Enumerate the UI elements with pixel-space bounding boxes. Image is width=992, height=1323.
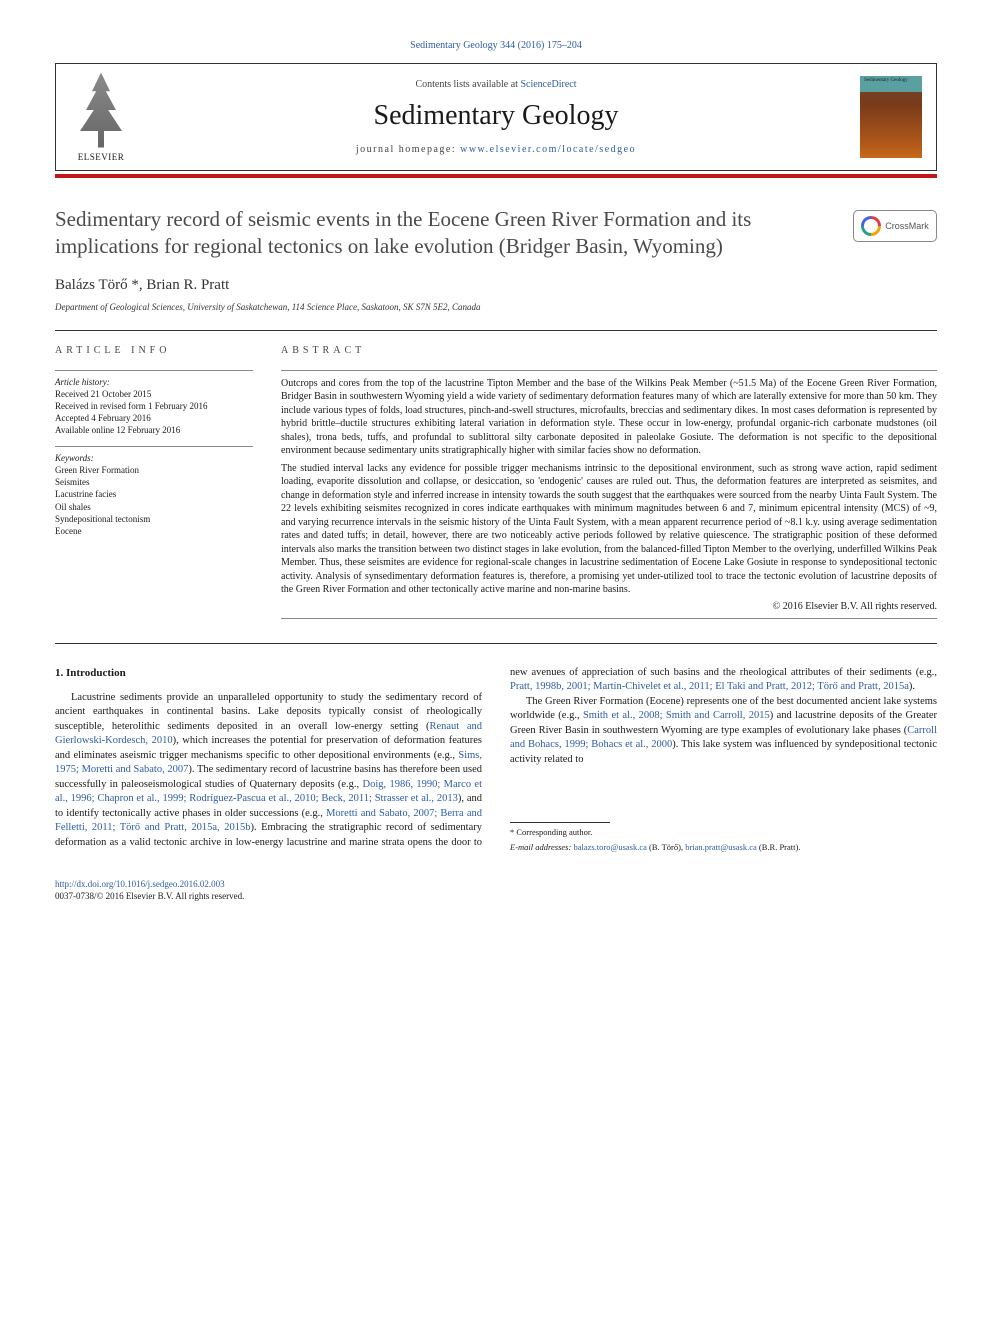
- email-line: E-mail addresses: balazs.toro@usask.ca (…: [510, 842, 937, 853]
- email-label: E-mail addresses:: [510, 842, 573, 852]
- issn-line: 0037-0738/© 2016 Elsevier B.V. All right…: [55, 891, 244, 901]
- info-subrule-1: [55, 370, 253, 371]
- history-item: Available online 12 February 2016: [55, 424, 253, 436]
- t: (B. Törő),: [647, 842, 685, 852]
- citation-link[interactable]: Smith et al., 2008; Smith and Carroll, 2…: [583, 710, 770, 721]
- history-item: Received in revised form 1 February 2016: [55, 400, 253, 412]
- copyright: © 2016 Elsevier B.V. All rights reserved…: [281, 601, 937, 612]
- t: Lacustrine sediments provide an unparall…: [55, 692, 482, 732]
- keyword: Eocene: [55, 525, 253, 537]
- journal-name: Sedimentary Geology: [374, 100, 619, 132]
- corresponding-note: * Corresponding author.: [510, 827, 937, 838]
- journal-header: ELSEVIER Contents lists available at Sci…: [55, 63, 937, 171]
- abstract: ABSTRACT Outcrops and cores from the top…: [281, 345, 937, 625]
- section-heading: 1. Introduction: [55, 666, 482, 681]
- author-names: Balázs Törő *, Brian R. Pratt: [55, 277, 229, 293]
- elsevier-tree-icon: [71, 73, 131, 148]
- elsevier-label: ELSEVIER: [71, 152, 131, 162]
- footnote-rule: [510, 822, 610, 823]
- article-info: ARTICLE INFO Article history: Received 2…: [55, 345, 253, 625]
- affiliation: Department of Geological Sciences, Unive…: [55, 302, 937, 312]
- cover-thumb-cell: Sedimentary Geology: [846, 64, 936, 170]
- homepage-line: journal homepage: www.elsevier.com/locat…: [356, 144, 636, 155]
- contents-line: Contents lists available at ScienceDirec…: [415, 79, 576, 90]
- history-item: Accepted 4 February 2016: [55, 412, 253, 424]
- abs-para-1: Outcrops and cores from the top of the l…: [281, 377, 937, 458]
- crossmark-label: CrossMark: [885, 221, 929, 231]
- keywords-label: Keywords:: [55, 453, 253, 463]
- abstract-subrule: [281, 370, 937, 371]
- abstract-bottom-rule: [281, 618, 937, 619]
- keyword: Seismites: [55, 476, 253, 488]
- header-center: Contents lists available at ScienceDirec…: [146, 64, 846, 170]
- article-title: Sedimentary record of seismic events in …: [55, 206, 825, 261]
- homepage-prefix: journal homepage:: [356, 144, 460, 155]
- publisher-logo-cell: ELSEVIER: [56, 64, 146, 170]
- divider-bottom: [55, 643, 937, 644]
- citation-link[interactable]: Pratt, 1998b, 2001; Martín-Chivelet et a…: [510, 681, 909, 692]
- doi-link[interactable]: http://dx.doi.org/10.1016/j.sedgeo.2016.…: [55, 879, 225, 889]
- email-link[interactable]: balazs.toro@usask.ca: [573, 842, 646, 852]
- crossmark-icon: [861, 216, 881, 236]
- contents-prefix: Contents lists available at: [415, 79, 520, 90]
- history-label: Article history:: [55, 377, 253, 387]
- t: (B.R. Pratt).: [757, 842, 801, 852]
- info-label: ARTICLE INFO: [55, 345, 253, 356]
- citation-header: Sedimentary Geology 344 (2016) 175–204: [55, 40, 937, 51]
- cover-thumb-label: Sedimentary Geology: [864, 78, 908, 83]
- history-item: Received 21 October 2015: [55, 388, 253, 400]
- citation-link[interactable]: Chapron et al., 1999; Rodríguez-Pascua e…: [97, 793, 457, 804]
- red-rule: [55, 174, 937, 178]
- email-link[interactable]: brian.pratt@usask.ca: [685, 842, 757, 852]
- homepage-link[interactable]: www.elsevier.com/locate/sedgeo: [460, 144, 636, 155]
- keyword: Green River Formation: [55, 464, 253, 476]
- body-text: 1. Introduction Lacustrine sediments pro…: [55, 666, 937, 854]
- body-para: The Green River Formation (Eocene) repre…: [510, 695, 937, 767]
- authors: Balázs Törő *, Brian R. Pratt: [55, 277, 937, 294]
- page-footer: http://dx.doi.org/10.1016/j.sedgeo.2016.…: [55, 878, 937, 902]
- crossmark-badge[interactable]: CrossMark: [853, 210, 937, 242]
- sciencedirect-link[interactable]: ScienceDirect: [520, 79, 576, 90]
- t: ).: [909, 681, 915, 692]
- abstract-label: ABSTRACT: [281, 345, 937, 356]
- keyword: Oil shales: [55, 501, 253, 513]
- journal-cover-thumb: Sedimentary Geology: [860, 76, 922, 158]
- keyword: Lacustrine facies: [55, 488, 253, 500]
- keyword: Syndepositional tectonism: [55, 513, 253, 525]
- info-subrule-2: [55, 446, 253, 447]
- abs-para-2: The studied interval lacks any evidence …: [281, 462, 937, 597]
- divider-top: [55, 330, 937, 331]
